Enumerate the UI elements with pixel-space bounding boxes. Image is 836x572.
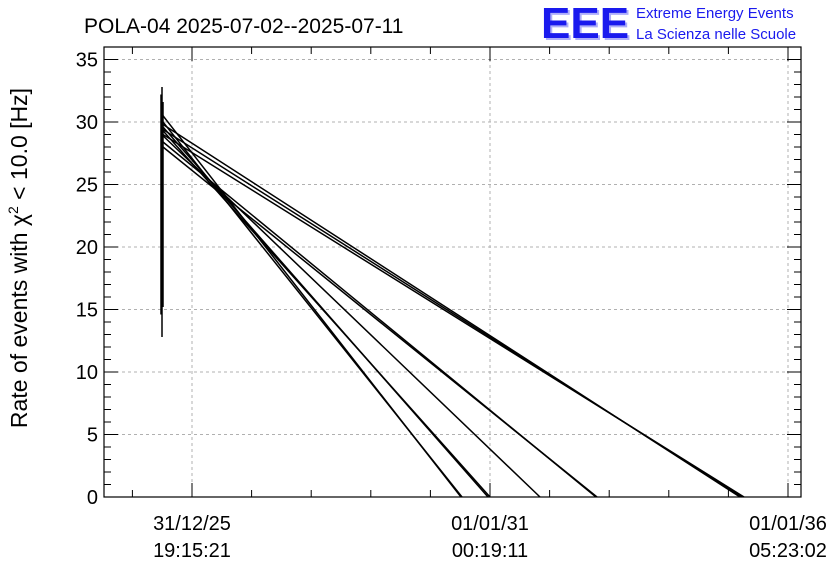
logo-mark: EEE — [541, 0, 629, 48]
logo-mark-shadow: EEE — [543, 1, 631, 50]
x-tick-time: 05:23:02 — [749, 540, 827, 562]
y-tick-label: 35 — [76, 50, 98, 72]
y-axis-label: Rate of events with χ2 < 10.0 [Hz] — [5, 88, 32, 428]
y-tick-label: 15 — [76, 300, 98, 322]
x-tick-time: 19:15:21 — [153, 540, 231, 562]
y-tick-label: 20 — [76, 237, 98, 259]
x-axis: 31/12/25 19:15:21 01/01/31 00:19:11 01/01/36… — [131, 47, 827, 562]
logo-line1: Extreme Energy Events — [636, 5, 794, 22]
x-tick-date: 01/01/36 — [749, 513, 827, 535]
y-tick-label: 30 — [76, 112, 98, 134]
y-tick-label: 10 — [76, 362, 98, 384]
plot-area — [160, 87, 745, 498]
y-tick-label: 0 — [87, 487, 98, 509]
y-tick-label: 25 — [76, 175, 98, 197]
eee-logo: EEE EEE Extreme Energy Events La Scienza… — [541, 0, 796, 50]
x-tick-time: 00:19:11 — [452, 540, 528, 562]
chart-title: POLA-04 2025-07-02--2025-07-11 — [84, 15, 403, 38]
x-tick-date: 31/12/25 — [153, 513, 231, 535]
series-line — [162, 135, 541, 498]
plot-frame — [103, 46, 802, 498]
y-tick-label: 5 — [87, 425, 98, 447]
x-tick-date: 01/01/31 — [451, 513, 529, 535]
series-line — [162, 146, 598, 498]
logo-line2: La Scienza nelle Scuole — [636, 26, 796, 43]
grid — [104, 47, 801, 497]
series-line — [162, 133, 745, 498]
